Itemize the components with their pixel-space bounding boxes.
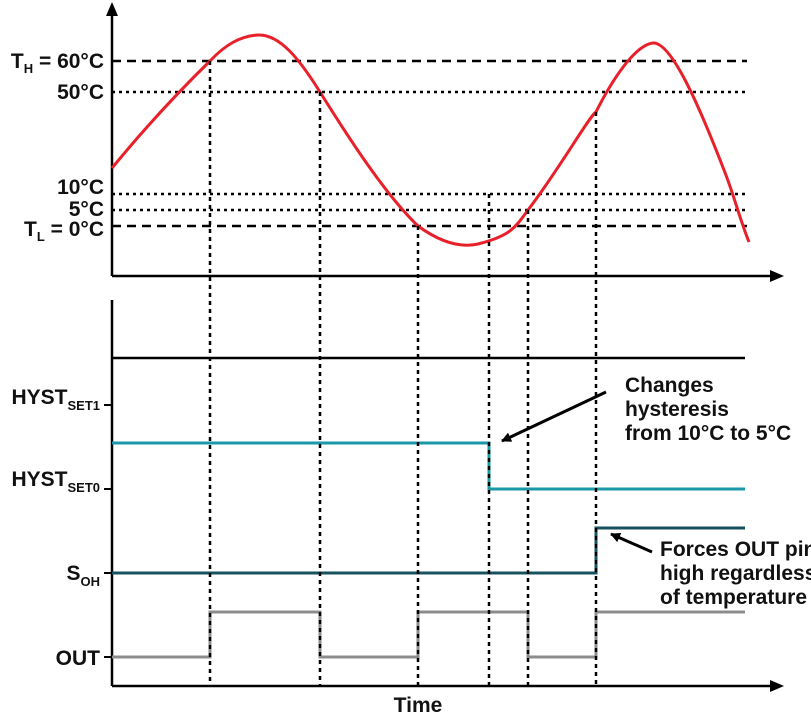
soh-waveform	[112, 526, 745, 575]
level-label-5: 5°C	[69, 198, 104, 221]
annotation-arrow-force-out	[610, 532, 653, 554]
temp-x-axis-arrowhead	[770, 270, 784, 282]
annotation-arrow-hysteresis	[501, 390, 607, 443]
signal-label-hyst-set0: HYSTSET0	[11, 468, 100, 495]
annotation-hysteresis-change: Changes hysteresis from 10°C to 5°C	[625, 374, 791, 445]
signal-label-soh: SOH	[66, 562, 100, 589]
temp-y-axis-arrowhead	[106, 2, 118, 16]
level-label-10: 10°C	[57, 176, 104, 199]
level-label-th: TH = 60°C	[11, 50, 104, 76]
level-label-50: 50°C	[57, 81, 104, 104]
annotation-force-out-high: Forces OUT pin high regardless of temper…	[660, 538, 811, 609]
temperature-curve	[110, 33, 751, 247]
signal-label-hyst-set1: HYSTSET1	[11, 386, 100, 413]
signal-label-out: OUT	[56, 647, 101, 670]
hyst-waveform	[112, 441, 745, 491]
out-waveform	[112, 610, 745, 659]
x-axis-label-time: Time	[394, 694, 443, 717]
timing-x-axis-arrowhead	[770, 680, 784, 692]
level-label-tl: TL = 0°C	[24, 218, 104, 244]
